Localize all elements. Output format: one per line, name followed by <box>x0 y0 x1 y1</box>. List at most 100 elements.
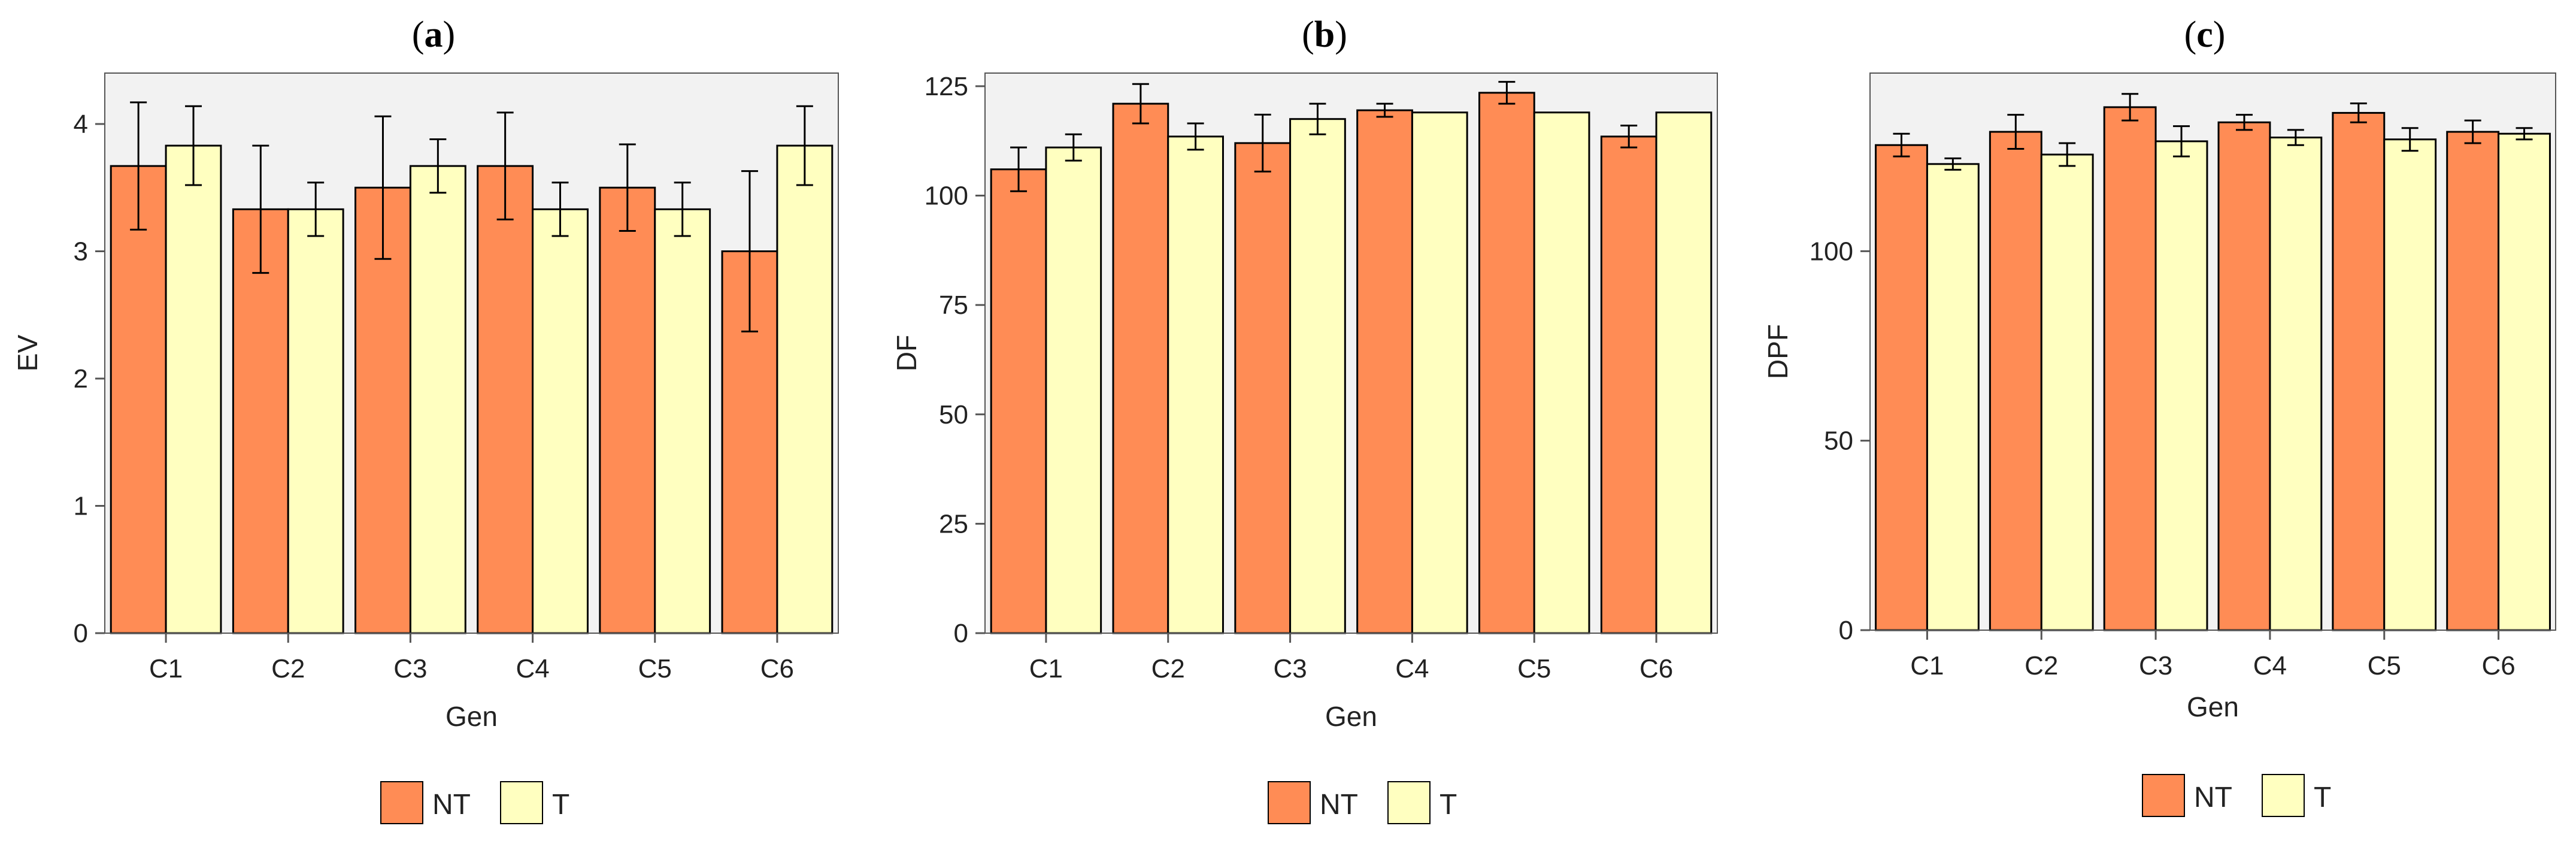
x-tick-label: C2 <box>1151 654 1185 683</box>
bar-T-C4 <box>532 208 589 634</box>
bar-NT-C2 <box>1989 131 2042 631</box>
plot-background <box>1870 73 2556 630</box>
bar-T-C2 <box>2040 153 2094 631</box>
bar-NT-C5 <box>2332 111 2386 631</box>
bar-T-C4 <box>2269 137 2323 631</box>
legend: NT T <box>1268 781 1457 824</box>
x-axis-label: Gen <box>2187 691 2239 722</box>
bar-T-C6 <box>1655 111 1713 634</box>
legend-label-T: T <box>2314 782 2331 813</box>
title-letter: b <box>1314 14 1335 55</box>
x-tick-label: C6 <box>2481 651 2515 680</box>
legend-label-T: T <box>552 789 569 821</box>
legend-swatch-NT <box>2142 774 2185 817</box>
legend-swatch-NT <box>380 781 423 824</box>
bar-T-C3 <box>409 165 466 634</box>
x-tick-label: C5 <box>638 654 672 683</box>
legend-label-NT: NT <box>1320 789 1358 821</box>
x-tick-label: C6 <box>760 654 794 683</box>
y-tick-label: 50 <box>1824 426 1853 456</box>
legend-swatch-T <box>2262 774 2305 817</box>
title-open-paren: ( <box>412 14 425 55</box>
x-tick-label: C3 <box>2139 651 2172 680</box>
legend-label-T: T <box>1439 789 1457 821</box>
x-tick-label: C5 <box>1517 654 1551 683</box>
bar-NT-C3 <box>1234 142 1292 634</box>
title-open-paren: ( <box>1302 14 1314 55</box>
bar-NT-C5 <box>599 186 656 634</box>
y-tick-label: 100 <box>1810 237 1853 266</box>
y-tick-label: 75 <box>939 291 968 320</box>
y-tick-label: 125 <box>925 72 968 101</box>
legend-swatch-T <box>500 781 543 824</box>
plot-background <box>105 73 838 633</box>
bar-NT-C3 <box>2103 106 2157 631</box>
bar-NT-C4 <box>1356 109 1413 634</box>
plot-frame <box>104 72 839 634</box>
legend-swatch-NT <box>1268 781 1311 824</box>
x-tick-label: C1 <box>149 654 183 683</box>
bar-NT-C4 <box>2217 121 2271 631</box>
bar-NT-C1 <box>1875 144 1928 631</box>
bar-T-C5 <box>2383 138 2437 631</box>
bar-NT-C5 <box>1478 92 1535 634</box>
y-tick-label: 0 <box>1839 616 1853 645</box>
panel-b: (b) 0 25 50 75 100 125 C1 C2 C3 C4 C5 C6 Gen DF NT T <box>891 14 1718 824</box>
bar-NT-C6 <box>2446 131 2500 631</box>
bar-NT-C6 <box>1600 135 1657 634</box>
plot-frame <box>984 72 1718 634</box>
x-tick-label: C4 <box>516 654 549 683</box>
panel-title: (b) <box>1302 14 1347 55</box>
x-tick-label: C3 <box>1273 654 1307 683</box>
panel-c: (c) 0 50 100 C1 C2 C3 C4 C5 C6 Gen DPF NT T <box>1762 14 2556 817</box>
y-tick-label: 50 <box>939 400 968 429</box>
bar-T-C1 <box>1926 163 1980 631</box>
bar-NT-C4 <box>477 165 534 634</box>
title-open-paren: ( <box>2184 14 2197 55</box>
bar-T-C2 <box>287 208 344 634</box>
x-tick-label: C4 <box>2253 651 2287 680</box>
bar-T-C5 <box>654 208 711 634</box>
bar-T-C3 <box>2154 140 2208 631</box>
plot-frame <box>1869 72 2556 631</box>
bar-T-C6 <box>2498 132 2551 631</box>
y-tick-label: 100 <box>925 181 968 211</box>
x-tick-label: C4 <box>1395 654 1429 683</box>
x-tick-label: C2 <box>2025 651 2058 680</box>
bar-T-C2 <box>1167 135 1224 634</box>
title-letter: a <box>425 14 443 55</box>
legend-label-NT: NT <box>432 789 471 821</box>
bar-T-C1 <box>1045 146 1102 634</box>
x-axis-label: Gen <box>446 701 498 732</box>
bar-NT-C1 <box>990 168 1047 634</box>
bar-T-C5 <box>1533 111 1590 634</box>
plot-background <box>985 73 1717 633</box>
title-close-paren: ) <box>443 14 456 55</box>
x-tick-label: C3 <box>393 654 427 683</box>
x-tick-label: C2 <box>271 654 305 683</box>
x-tick-label: C6 <box>1639 654 1673 683</box>
bar-T-C1 <box>165 144 222 634</box>
x-tick-label: C1 <box>1910 651 1944 680</box>
y-axis-label: EV <box>12 335 43 372</box>
panel-a: (a) 0 1 2 3 4 C1 C2 C3 C4 C5 C6 Gen EV NT T <box>12 14 839 824</box>
bar-T-C6 <box>776 144 834 634</box>
title-close-paren: ) <box>2213 14 2226 55</box>
y-tick-label: 1 <box>74 492 88 521</box>
legend-label-NT: NT <box>2194 782 2232 813</box>
title-close-paren: ) <box>1335 14 1347 55</box>
y-tick-label: 2 <box>74 364 88 394</box>
bar-NT-C1 <box>110 165 167 634</box>
bar-T-C3 <box>1289 118 1346 634</box>
y-tick-label: 4 <box>74 110 88 139</box>
y-tick-label: 0 <box>954 619 968 648</box>
bar-NT-C2 <box>1112 102 1169 634</box>
panel-title: (c) <box>2184 14 2226 55</box>
panel-title: (a) <box>412 14 455 55</box>
bar-T-C4 <box>1411 111 1468 634</box>
x-tick-label: C1 <box>1029 654 1063 683</box>
x-tick-label: C5 <box>2368 651 2401 680</box>
legend-swatch-T <box>1387 781 1431 824</box>
